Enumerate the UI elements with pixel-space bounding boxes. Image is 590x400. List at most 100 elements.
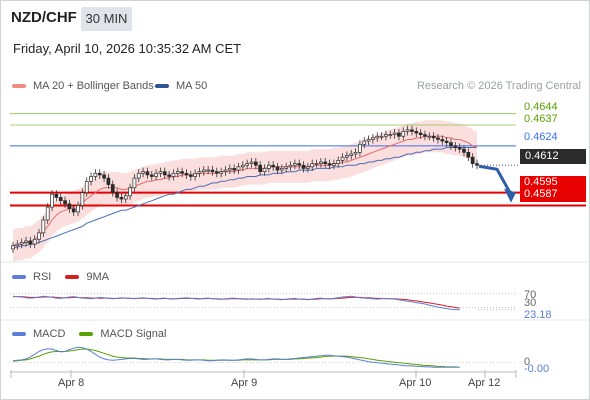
- candle: [188, 170, 193, 181]
- candle: [371, 133, 375, 144]
- candle-body: [227, 168, 232, 171]
- candle: [297, 159, 302, 170]
- candle: [323, 157, 328, 168]
- macd-value-label: -0.00: [524, 363, 550, 375]
- candle: [457, 143, 462, 154]
- candle: [158, 167, 163, 178]
- candle-body: [214, 171, 219, 174]
- candle: [379, 132, 384, 141]
- candle: [249, 157, 254, 168]
- candle: [154, 169, 158, 181]
- timeframe-button[interactable]: 30 MIN: [81, 7, 132, 31]
- candle: [175, 167, 180, 178]
- candle: [28, 236, 33, 249]
- level-r1-label: 0.4637: [524, 113, 558, 125]
- candle: [206, 166, 210, 175]
- candle-body: [345, 155, 349, 158]
- candle: [388, 130, 393, 139]
- candle-body: [288, 164, 293, 168]
- candle: [314, 159, 319, 168]
- candle-body: [253, 161, 258, 166]
- candle: [405, 125, 410, 136]
- candle: [102, 170, 106, 183]
- candle: [19, 238, 24, 249]
- candle: [366, 135, 371, 146]
- candle-body: [45, 206, 50, 221]
- candle-body: [219, 171, 223, 174]
- candle: [397, 129, 401, 141]
- macd-panel: [10, 346, 516, 368]
- candle: [149, 170, 154, 181]
- x-label-apr8: Apr 8: [58, 377, 85, 389]
- candle-body: [245, 163, 250, 166]
- candle: [214, 167, 219, 178]
- candle: [132, 174, 137, 192]
- candle-body: [240, 164, 245, 168]
- candle-body: [332, 163, 336, 166]
- candle-body: [327, 163, 332, 166]
- candle-body: [453, 145, 458, 148]
- candle-body: [379, 135, 384, 138]
- candle-body: [76, 205, 80, 213]
- candle-body: [371, 137, 375, 140]
- candle-body: [423, 134, 427, 137]
- candle: [392, 129, 397, 139]
- candle-body: [392, 132, 397, 135]
- ma50-line: [13, 147, 477, 248]
- candle-body: [93, 172, 98, 177]
- candle-body: [314, 163, 319, 165]
- candle: [97, 169, 102, 179]
- candle: [193, 169, 197, 181]
- candle: [245, 159, 250, 170]
- candle: [332, 159, 336, 170]
- candle-body: [71, 208, 76, 213]
- candle: [119, 193, 124, 204]
- candle: [89, 172, 93, 186]
- candle: [93, 169, 98, 181]
- candle: [184, 169, 189, 179]
- candle-body: [201, 169, 206, 173]
- candle-body: [180, 171, 184, 174]
- legend-ma50: MA 50: [155, 80, 207, 92]
- candle-body: [89, 176, 93, 182]
- candle-body: [84, 180, 89, 193]
- candle-body: [106, 177, 111, 185]
- candle-body: [37, 232, 41, 240]
- candle: [162, 167, 167, 179]
- candle-body: [210, 169, 215, 173]
- candle-body: [54, 193, 59, 198]
- candle: [423, 130, 427, 141]
- legend-macd: MACD MACD Signal: [12, 328, 166, 340]
- candle: [362, 137, 367, 149]
- candle-body: [405, 129, 410, 132]
- candle-body: [223, 169, 228, 173]
- rsi-value-label: 23.18: [524, 309, 552, 321]
- candle-body: [249, 161, 254, 164]
- candle-body: [28, 240, 33, 245]
- candle-body: [388, 134, 393, 136]
- candle: [32, 235, 37, 249]
- candle-body: [145, 171, 150, 176]
- candle: [145, 167, 150, 179]
- research-credit: Research © 2026 Trading Central: [416, 80, 581, 92]
- candle-body: [58, 197, 63, 201]
- candle-body: [141, 171, 145, 174]
- candle-body: [154, 172, 158, 177]
- candle: [253, 157, 258, 170]
- candle-body: [32, 238, 37, 245]
- candle-body: [366, 139, 371, 142]
- candle: [280, 164, 284, 175]
- candle: [410, 125, 414, 136]
- candle-body: [349, 153, 354, 156]
- candle-body: [193, 172, 197, 177]
- candle: [444, 137, 449, 147]
- candle: [76, 201, 80, 216]
- candle: [15, 240, 20, 250]
- last-price-label: 0.4612: [520, 149, 586, 164]
- candle-body: [11, 245, 15, 250]
- candle-body: [162, 171, 167, 176]
- candle: [275, 162, 280, 175]
- candle-body: [158, 171, 163, 174]
- candle: [310, 159, 315, 171]
